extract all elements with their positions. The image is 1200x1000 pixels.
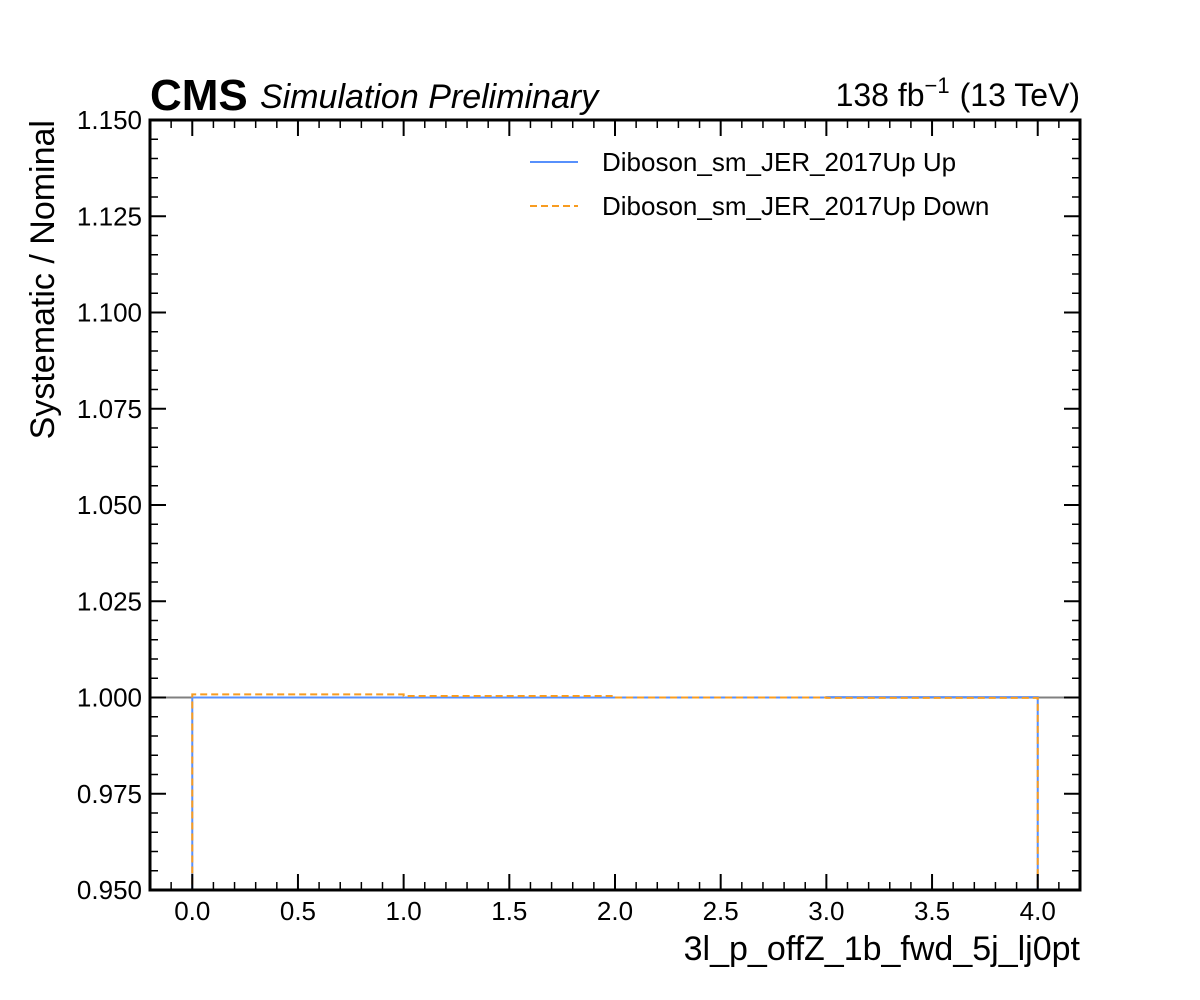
x-tick-label: 0.5 (280, 896, 316, 926)
lumi-value: 138 fb (836, 77, 925, 113)
legend-label: Diboson_sm_JER_2017Up Up (602, 147, 956, 177)
x-tick-label: 1.0 (386, 896, 422, 926)
series-up-step (191, 696, 1039, 890)
x-tick-label: 4.0 (1020, 896, 1056, 926)
x-tick-label: 0.0 (174, 896, 210, 926)
y-tick-label: 1.025 (77, 586, 142, 616)
y-tick-label: 1.100 (77, 298, 142, 328)
y-tick-label: 1.125 (77, 201, 142, 231)
luminosity-label: 138 fb−1 (13 TeV) (836, 73, 1080, 113)
series-layer (191, 693, 1039, 890)
y-tick-label: 1.000 (77, 683, 142, 713)
y-axis-label: Systematic / Nominal (24, 120, 62, 439)
ticks-layer: 0.0 0.5 1.0 1.5 2.0 2.5 3.0 3.5 4.0 0.950 0.975 1.0… (77, 105, 1081, 926)
y-tick-label: 0.950 (77, 875, 142, 905)
x-tick-label: 2.5 (703, 896, 739, 926)
x-tick-label: 1.5 (491, 896, 527, 926)
legend-label: Diboson_sm_JER_2017Up Down (602, 191, 989, 221)
x-tick-label: 3.0 (808, 896, 844, 926)
x-tick-label: 2.0 (597, 896, 633, 926)
plot-frame (148, 118, 1082, 892)
energy-label: (13 TeV) (960, 77, 1080, 113)
x-tick-label: 3.5 (914, 896, 950, 926)
experiment-label: CMS (150, 71, 248, 120)
x-axis-label: 3l_p_offZ_1b_fwd_5j_lj0pt (684, 930, 1081, 968)
series-down-step (191, 693, 1039, 890)
status-label: Simulation Preliminary (260, 78, 600, 116)
legend: Diboson_sm_JER_2017Up Up Diboson_sm_JER_2… (530, 147, 989, 221)
y-tick-label: 1.075 (77, 394, 142, 424)
y-tick-label: 1.050 (77, 490, 142, 520)
y-tick-label: 0.975 (77, 779, 142, 809)
lumi-exponent: −1 (925, 73, 950, 98)
y-tick-label: 1.150 (77, 105, 142, 135)
